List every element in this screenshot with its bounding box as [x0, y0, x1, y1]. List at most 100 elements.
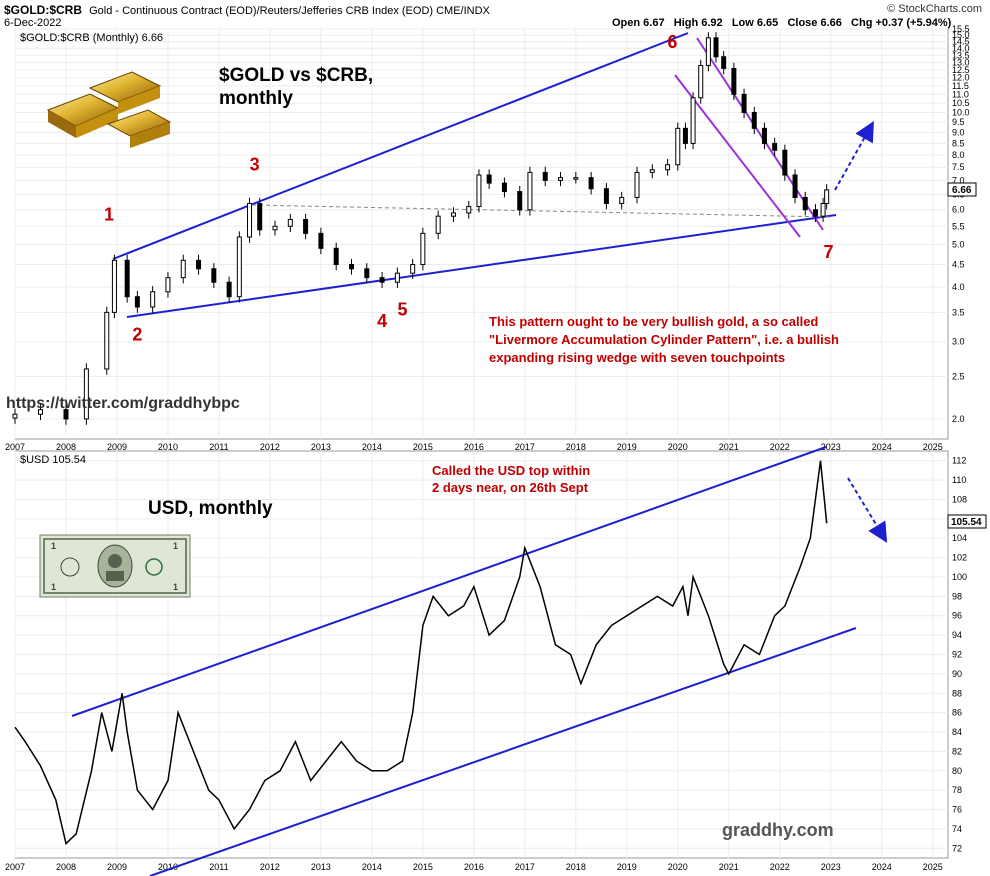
usd-y-tick: 112 — [952, 456, 966, 466]
stockcharts-watermark: © StockCharts.com — [887, 3, 982, 15]
gold-crb-candle-body — [287, 218, 293, 227]
gold-crb-x-tick: 2022 — [770, 442, 790, 452]
neckline-dashed — [251, 204, 831, 218]
usd-x-tick: 2019 — [617, 862, 637, 872]
gold-crb-y-tick: 12.5 — [952, 65, 970, 75]
gold-crb-candle-body — [619, 196, 625, 204]
usd-y-tick: 100 — [952, 572, 967, 582]
usd-legend: $USD 105.54 — [20, 454, 86, 466]
gold-crb-last-value-badge: 6.66 — [947, 182, 977, 197]
gold-crb-candle-body — [698, 64, 704, 99]
gold-crb-y-tick: 10.0 — [952, 107, 970, 117]
usd-x-tick: 2022 — [770, 862, 790, 872]
gold-crb-candle-body — [236, 236, 242, 298]
symbol-label: $GOLD:$CRB — [4, 3, 83, 17]
gold-crb-candle-body — [104, 311, 110, 370]
ohlc-readout: Open 6.67 High 6.92 Low 6.65 Close 6.66 … — [612, 17, 952, 29]
usd-x-tick: 2017 — [515, 862, 535, 872]
svg-text:1: 1 — [173, 541, 178, 551]
gold-crb-x-tick: 2013 — [311, 442, 331, 452]
gold-crb-candle-body — [802, 196, 808, 211]
gold-crb-candle-body — [558, 177, 564, 181]
usd-last-value-badge: 105.54 — [947, 514, 987, 529]
gold-crb-candle-body — [318, 232, 324, 249]
gold-crb-x-tick: 2023 — [821, 442, 841, 452]
usd-y-tick: 76 — [952, 805, 962, 815]
gold-crb-candle-body — [741, 93, 747, 113]
usd-x-tick: 2025 — [923, 862, 943, 872]
usd-x-tick: 2013 — [311, 862, 331, 872]
gold-crb-candle-body — [649, 169, 655, 173]
gold-crb-x-tick: 2025 — [923, 442, 943, 452]
gold-crb-candle-body — [333, 247, 339, 266]
gold-crb-candle-body — [247, 202, 253, 238]
gold-crb-y-tick: 5.5 — [952, 221, 965, 231]
svg-text:1: 1 — [51, 582, 56, 592]
gold-crb-x-tick: 2014 — [362, 442, 382, 452]
touchpoint-label-1: 1 — [104, 204, 114, 224]
gold-crb-x-axis: 2007 2008 2009 2010 2011 2012 2013 2014 2015 2016… — [5, 442, 943, 452]
usd-y-tick: 110 — [952, 475, 966, 485]
gold-crb-candle-body — [476, 174, 482, 208]
gold-crb-candle-body — [226, 281, 232, 298]
usd-title: USD, monthly — [148, 498, 273, 519]
gold-crb-candle-body — [772, 142, 778, 151]
gold-crb-candle-body — [410, 264, 416, 274]
wedge-lower-trendline — [126, 214, 837, 318]
gold-crb-y-tick: 12.0 — [952, 73, 970, 83]
gold-crb-candle-body — [394, 272, 400, 283]
gold-crb-x-tick: 2015 — [413, 442, 433, 452]
gold-crb-candle-body — [731, 67, 737, 95]
usd-x-tick: 2012 — [260, 862, 280, 872]
twitter-link[interactable]: https://twitter.com/graddhybpc — [6, 395, 240, 412]
usd-x-tick: 2024 — [872, 862, 892, 872]
usd-x-tick: 2023 — [821, 862, 841, 872]
gold-crb-candle-body — [134, 296, 140, 308]
usd-y-tick: 96 — [952, 611, 962, 621]
gold-crb-candle-body — [690, 97, 696, 144]
pattern-note: This pattern ought to be very bullish go… — [489, 314, 839, 365]
gold-crb-x-tick: 2008 — [56, 442, 76, 452]
gold-crb-y-tick: 10.5 — [952, 98, 970, 108]
gold-crb-title: $GOLD vs $CRB, monthly — [219, 64, 373, 110]
gold-crb-x-tick: 2020 — [668, 442, 688, 452]
symbol-description: Gold - Continuous Contract (EOD)/Reuters… — [89, 5, 490, 17]
channel-upper-line — [696, 37, 824, 231]
gold-crb-candle-body — [812, 209, 818, 217]
gold-crb-y-axis: 2.02.53.03.54.04.55.05.56.06.57.07.58.08… — [952, 24, 970, 424]
gold-crb-y-tick: 3.0 — [952, 337, 965, 347]
usd-x-tick: 2020 — [668, 862, 688, 872]
gold-crb-candle-body — [348, 264, 354, 270]
usd-x-tick: 2018 — [566, 862, 586, 872]
gold-crb-candle-body — [573, 177, 579, 180]
footer-site[interactable]: graddhy.com — [722, 820, 834, 840]
touchpoint-label-3: 3 — [250, 154, 260, 174]
gold-crb-y-tick: 14.0 — [952, 43, 970, 53]
gold-crb-candles — [12, 32, 830, 425]
channel-lower-line — [674, 74, 801, 238]
gold-crb-y-tick: 4.0 — [952, 282, 965, 292]
gold-crb-candle-body — [761, 127, 767, 144]
gold-crb-y-tick: 9.0 — [952, 128, 965, 138]
gold-crb-title-line1: $GOLD vs $CRB, — [219, 65, 374, 86]
gold-crb-candle-body — [782, 149, 788, 176]
usd-x-tick: 2008 — [56, 862, 76, 872]
usd-y-tick: 108 — [952, 494, 967, 504]
usd-channel-upper-line — [71, 446, 827, 717]
gold-bars-picture — [46, 71, 172, 148]
touchpoint-label-2: 2 — [132, 324, 142, 344]
gold-crb-candle-body — [713, 37, 719, 58]
usd-x-tick: 2011 — [209, 862, 228, 872]
gold-crb-y-tick: 2.5 — [952, 371, 965, 381]
gold-crb-candle-body — [83, 368, 89, 420]
gold-crb-candle-body — [180, 259, 186, 279]
gold-crb-candle-body — [820, 202, 826, 217]
gold-crb-y-tick: 8.5 — [952, 138, 965, 148]
usd-y-tick: 94 — [952, 630, 962, 640]
usd-x-tick: 2010 — [158, 862, 178, 872]
gold-crb-candle-body — [603, 188, 609, 204]
gold-crb-candle-body — [211, 268, 217, 283]
gold-crb-y-tick: 13.5 — [952, 50, 970, 60]
wedge-upper-trendline — [112, 32, 689, 260]
gold-crb-candle-body — [721, 56, 727, 69]
